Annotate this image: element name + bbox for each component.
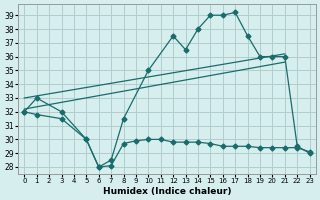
X-axis label: Humidex (Indice chaleur): Humidex (Indice chaleur)	[103, 187, 231, 196]
